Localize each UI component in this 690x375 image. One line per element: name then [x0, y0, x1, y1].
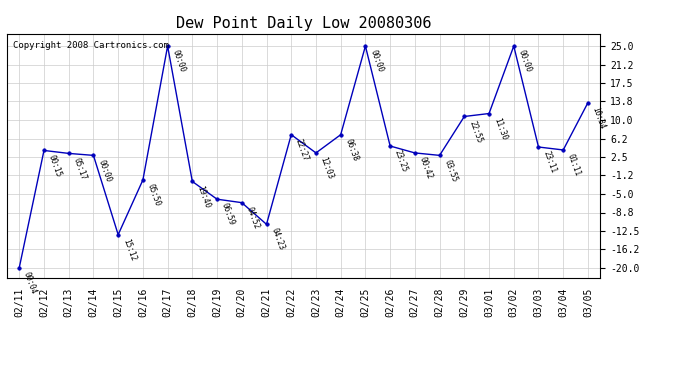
Text: 19:40: 19:40 — [195, 184, 211, 209]
Text: 06:59: 06:59 — [220, 202, 236, 227]
Text: 00:00: 00:00 — [170, 49, 187, 74]
Text: 06:38: 06:38 — [344, 138, 359, 162]
Text: 05:17: 05:17 — [72, 156, 88, 181]
Text: 00:15: 00:15 — [47, 153, 63, 178]
Text: 00:00: 00:00 — [96, 158, 112, 183]
Text: 11:30: 11:30 — [492, 116, 508, 141]
Text: 04:52: 04:52 — [244, 206, 261, 230]
Text: 22:55: 22:55 — [467, 119, 484, 144]
Text: Copyright 2008 Cartronics.com: Copyright 2008 Cartronics.com — [13, 41, 169, 50]
Text: 22:27: 22:27 — [294, 138, 310, 162]
Text: 04:23: 04:23 — [269, 227, 286, 252]
Text: 00:00: 00:00 — [368, 49, 384, 74]
Text: 03:55: 03:55 — [442, 158, 459, 183]
Text: 05:50: 05:50 — [146, 183, 162, 208]
Text: 23:11: 23:11 — [541, 150, 558, 175]
Text: 23:25: 23:25 — [393, 149, 409, 174]
Title: Dew Point Daily Low 20080306: Dew Point Daily Low 20080306 — [176, 16, 431, 31]
Text: 00:00: 00:00 — [517, 49, 533, 74]
Text: 00:42: 00:42 — [417, 156, 434, 180]
Text: 01:11: 01:11 — [566, 153, 582, 177]
Text: 00:04: 00:04 — [22, 270, 39, 295]
Text: 10:34: 10:34 — [591, 105, 607, 130]
Text: 15:12: 15:12 — [121, 237, 137, 262]
Text: 12:03: 12:03 — [319, 156, 335, 180]
